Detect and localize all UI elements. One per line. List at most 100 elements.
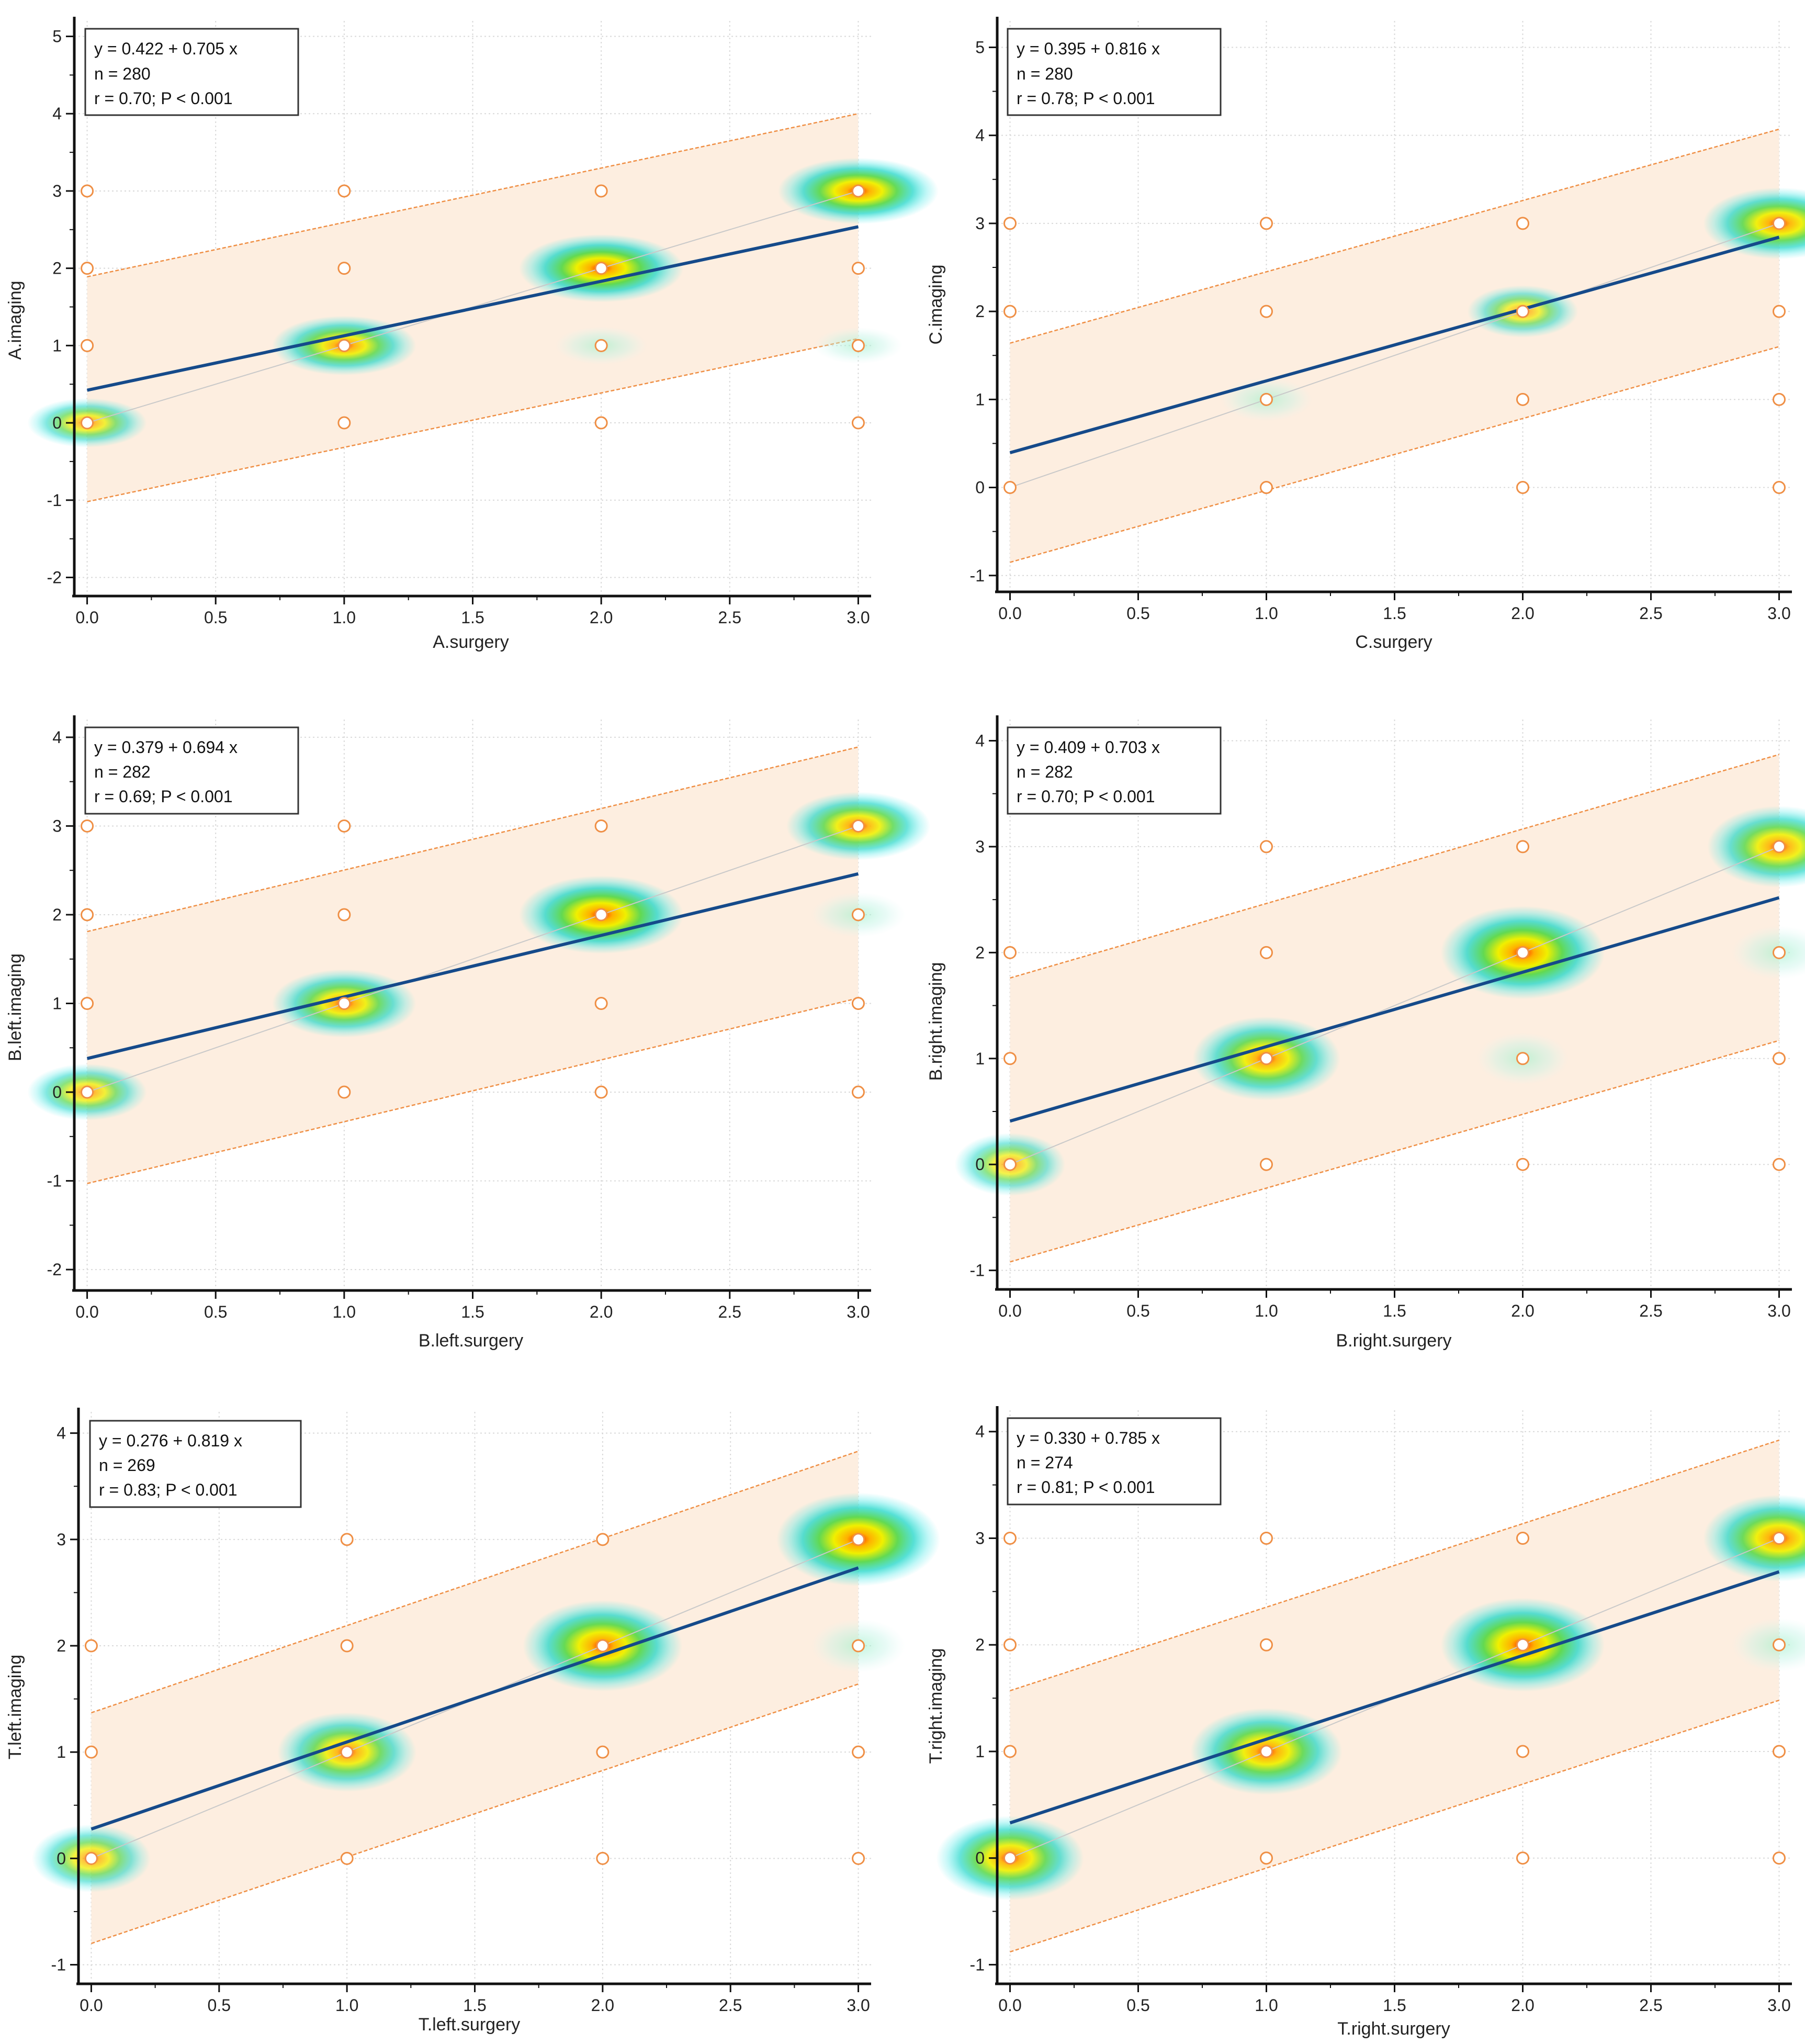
data-point bbox=[337, 997, 351, 1010]
stats-n: n = 280 bbox=[1017, 64, 1073, 83]
data-point bbox=[84, 1851, 98, 1865]
data-point bbox=[81, 262, 94, 275]
data-point bbox=[1773, 1052, 1786, 1065]
stats-equation: y = 0.330 + 0.785 x bbox=[1017, 1429, 1160, 1447]
data-point bbox=[594, 819, 608, 833]
stats-box bbox=[1007, 28, 1222, 116]
data-point bbox=[1516, 305, 1529, 318]
data-point bbox=[337, 416, 351, 430]
data-point bbox=[1516, 946, 1529, 959]
data-point bbox=[596, 1745, 610, 1759]
y-tick-label: 0 bbox=[52, 1083, 62, 1102]
y-tick-label: 2 bbox=[975, 302, 985, 321]
data-points bbox=[1003, 217, 1786, 495]
band-upper-line bbox=[91, 1450, 859, 1714]
data-point bbox=[1773, 1745, 1786, 1758]
data-point bbox=[1516, 1638, 1529, 1652]
x-tick-label: 2.5 bbox=[1639, 1996, 1662, 2015]
x-tick-label: 3.0 bbox=[847, 1302, 870, 1321]
data-point bbox=[594, 1085, 608, 1099]
x-tick-label: 0.0 bbox=[998, 604, 1021, 623]
y-tick-label: -1 bbox=[51, 1956, 66, 1974]
y-axis-label: B.right.imaging bbox=[926, 962, 946, 1081]
y-tick-label: 3 bbox=[52, 182, 62, 200]
data-point bbox=[81, 1085, 94, 1099]
plot-area: 0.0 0.5 1.0 1.5 2.0 2.5 3.0 -2 -1 0 1 2 3 4 bbox=[27, 715, 930, 1321]
y-tick-label: 2 bbox=[52, 259, 62, 278]
x-tick-label: 2.0 bbox=[590, 1302, 613, 1321]
x-tick-label: 0.0 bbox=[998, 1996, 1021, 2015]
data-point bbox=[851, 1085, 865, 1099]
y-tick-label: 3 bbox=[52, 816, 62, 835]
data-point bbox=[851, 184, 865, 198]
data-point bbox=[1260, 1531, 1273, 1545]
data-point bbox=[337, 339, 351, 352]
axes: 0.0 0.5 1.0 1.5 2.0 2.5 3.0 -1 0 1 2 3 4 bbox=[970, 1406, 1792, 2015]
data-point bbox=[851, 819, 865, 833]
data-point bbox=[594, 184, 608, 198]
x-tick-label: 2.0 bbox=[1511, 604, 1534, 623]
data-point bbox=[1773, 1638, 1786, 1652]
stats-box bbox=[84, 726, 299, 815]
panel-c: 0.0 0.5 1.0 1.5 2.0 2.5 3.0 -1 0 1 2 3 4 5 y = 0.395 … bbox=[926, 17, 1805, 652]
stats-box bbox=[84, 28, 299, 116]
data-point bbox=[337, 908, 351, 922]
x-tick-label: 1.5 bbox=[1383, 1996, 1406, 2015]
stats-equation: y = 0.379 + 0.694 x bbox=[94, 738, 238, 757]
x-tick-label: 1.0 bbox=[1255, 1996, 1278, 2015]
band-upper-line bbox=[87, 113, 859, 278]
axes: 0.0 0.5 1.0 1.5 2.0 2.5 3.0 -1 0 1 2 3 4 bbox=[970, 715, 1792, 1320]
y-tick-label: 5 bbox=[975, 38, 985, 57]
identity-line bbox=[87, 825, 859, 1093]
axes: 0.0 0.5 1.0 1.5 2.0 2.5 3.0 -2 -1 0 1 2 3 4 bbox=[47, 715, 871, 1321]
stats-r: r = 0.69; P < 0.001 bbox=[94, 787, 233, 806]
data-points bbox=[81, 819, 865, 1099]
plot-area: 0.0 0.5 1.0 1.5 2.0 2.5 3.0 -1 0 1 2 3 4 bbox=[954, 715, 1805, 1320]
y-tick-label: 0 bbox=[57, 1849, 66, 1868]
x-tick-label: 1.0 bbox=[1255, 604, 1278, 623]
plot-area: 0.0 0.5 1.0 1.5 2.0 2.5 3.0 -1 0 1 2 3 4 5 bbox=[970, 17, 1805, 623]
x-tick-label: 2.5 bbox=[1639, 1301, 1662, 1320]
data-point bbox=[1516, 1158, 1529, 1171]
band-lower-line bbox=[1010, 346, 1779, 563]
identity-line bbox=[1010, 846, 1779, 1165]
plot-area: 0.0 0.5 1.0 1.5 2.0 2.5 3.0 -1 0 1 2 3 4 bbox=[32, 1408, 940, 2015]
y-tick-label: 4 bbox=[57, 1424, 66, 1443]
axes: 0.0 0.5 1.0 1.5 2.0 2.5 3.0 -1 0 1 2 3 4 5 bbox=[970, 17, 1792, 623]
band-lower-line bbox=[87, 338, 859, 502]
x-tick-label: 1.0 bbox=[333, 1302, 356, 1321]
x-tick-label: 2.5 bbox=[1639, 604, 1662, 623]
data-point bbox=[1260, 392, 1273, 406]
axes: 0.0 0.5 1.0 1.5 2.0 2.5 3.0 -1 0 1 2 3 4 bbox=[51, 1408, 871, 2015]
band-upper-line bbox=[1010, 1439, 1779, 1692]
x-axis-label: T.left.surgery bbox=[419, 2015, 521, 2035]
data-point bbox=[337, 184, 351, 198]
y-tick-label: 0 bbox=[975, 478, 985, 497]
data-point bbox=[596, 1533, 610, 1546]
data-point bbox=[596, 1639, 610, 1653]
data-point bbox=[340, 1533, 354, 1546]
y-tick-label: 4 bbox=[52, 104, 62, 123]
y-tick-label: 3 bbox=[975, 1529, 985, 1547]
y-tick-label: 1 bbox=[52, 994, 62, 1013]
x-tick-label: 0.5 bbox=[204, 608, 227, 627]
data-point bbox=[1773, 305, 1786, 318]
stats-n: n = 282 bbox=[94, 762, 151, 781]
data-point bbox=[1773, 392, 1786, 406]
data-point bbox=[337, 262, 351, 275]
density-blob bbox=[1732, 926, 1805, 980]
data-point bbox=[851, 997, 865, 1010]
data-point bbox=[1773, 1851, 1786, 1865]
data-point bbox=[1773, 1158, 1786, 1171]
x-tick-label: 0.0 bbox=[998, 1301, 1021, 1320]
data-point bbox=[1003, 1052, 1017, 1065]
stats-r: r = 0.81; P < 0.001 bbox=[1017, 1478, 1155, 1497]
data-point bbox=[81, 184, 94, 198]
data-point bbox=[1516, 1531, 1529, 1545]
x-tick-label: 0.5 bbox=[1126, 604, 1149, 623]
data-point bbox=[1516, 1052, 1529, 1065]
y-tick-label: 2 bbox=[975, 1635, 985, 1654]
x-tick-label: 1.5 bbox=[461, 608, 484, 627]
y-tick-label: 1 bbox=[975, 1049, 985, 1068]
y-tick-label: 1 bbox=[975, 390, 985, 409]
